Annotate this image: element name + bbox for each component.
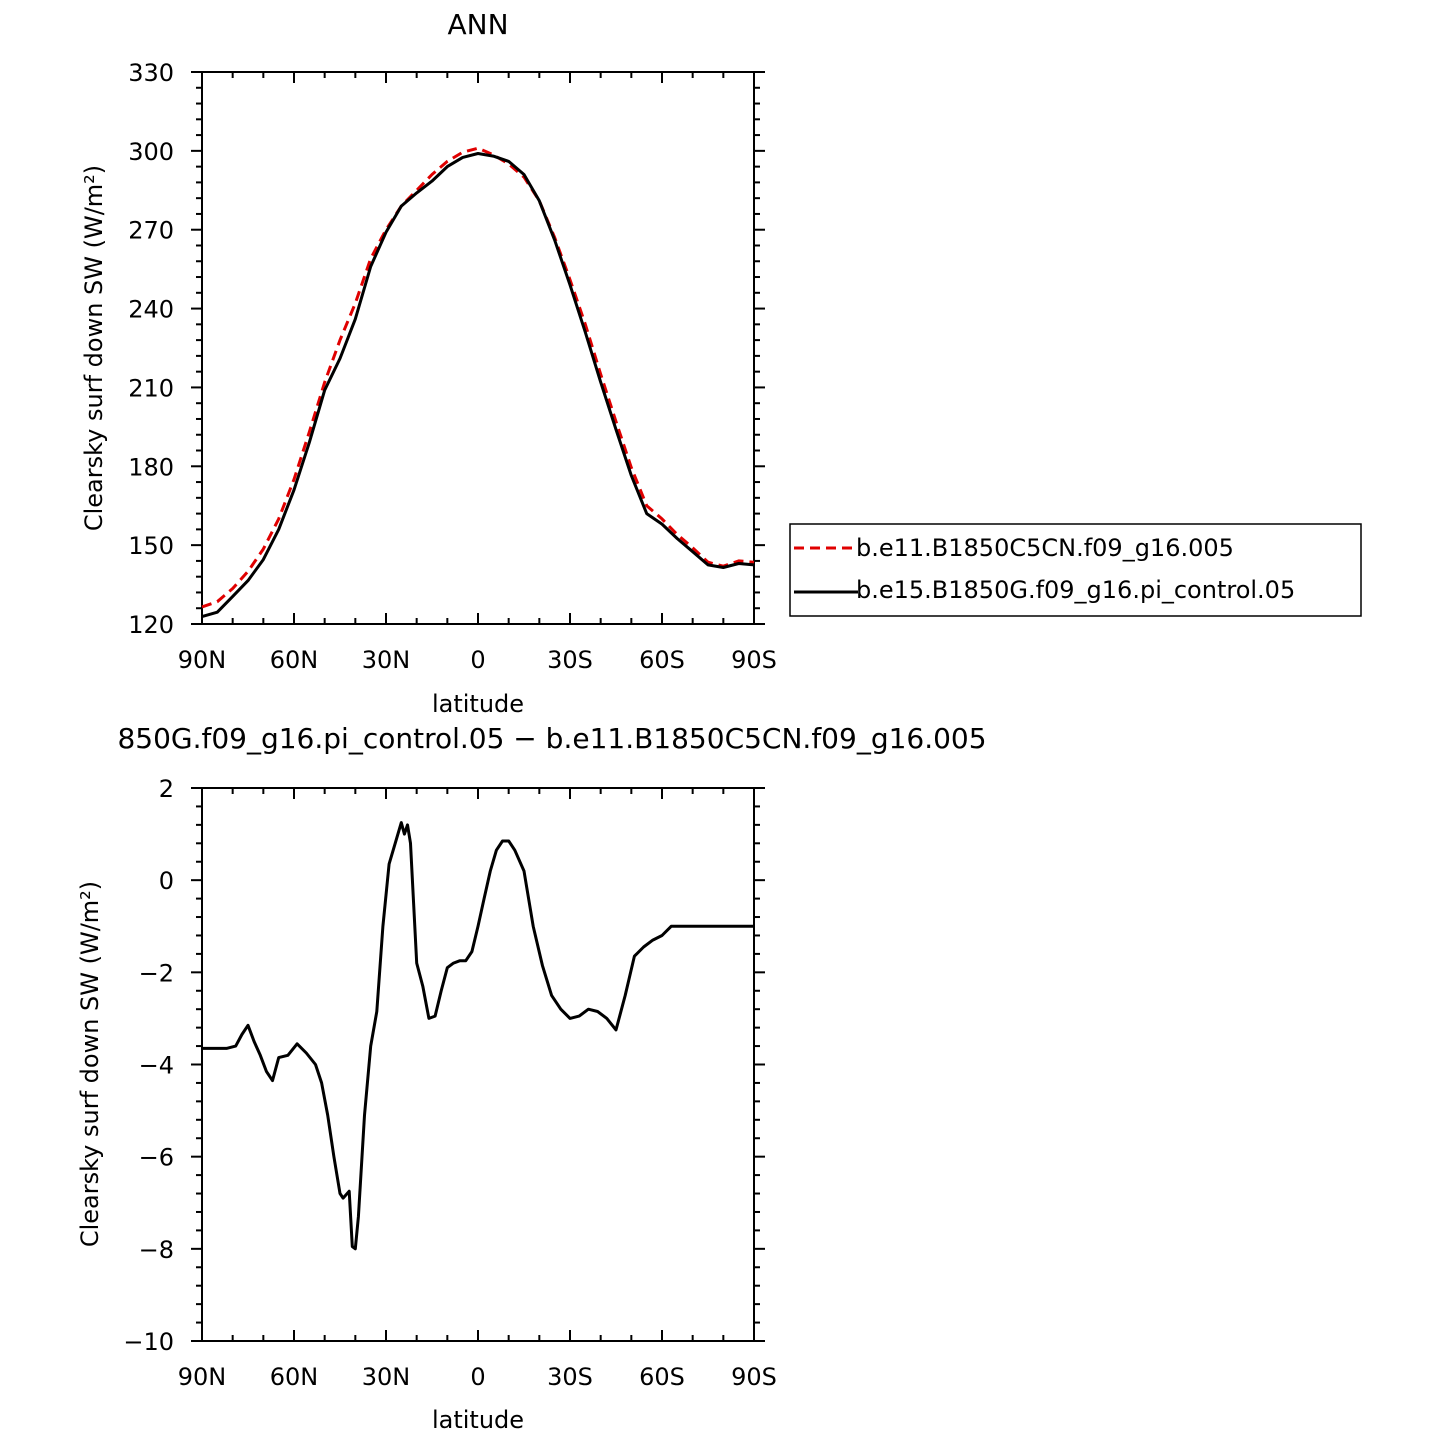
top-panel: ANN 90N 60N 30N 0 30S 60S 90S 120 150 180 210 240 27… [80, 8, 777, 718]
legend-label-series-2: b.e15.B1850G.f09_g16.pi_control.05 [856, 576, 1295, 604]
y-tick-label: 0 [159, 867, 174, 895]
y-tick-label: 180 [128, 453, 174, 481]
x-tick-label: 90S [731, 646, 777, 674]
x-tick-label: 0 [470, 646, 485, 674]
top-series-lines [201, 146, 755, 619]
y-tick-label: −2 [139, 959, 174, 987]
bottom-axis-ticks: 90N 60N 30N 0 30S 60S 90S −10 −8 −6 −4 −2 0 2 [123, 775, 777, 1391]
y-tick-label: −6 [139, 1144, 174, 1172]
y-tick-label: 270 [128, 217, 174, 245]
x-tick-label: 90S [731, 1363, 777, 1391]
x-tick-label: 30S [547, 1363, 593, 1391]
bottom-panel: 850G.f09_g16.pi_control.05 − b.e11.B1850… [76, 722, 987, 1434]
legend-box [789, 523, 1362, 617]
y-tick-label: −10 [123, 1328, 174, 1356]
series-line-1 [201, 146, 755, 609]
y-tick-label: 300 [128, 138, 174, 166]
top-panel-title: ANN [447, 8, 508, 41]
top-y-axis-title: Clearsky surf down SW (W/m²) [80, 165, 108, 531]
series-line-2 [201, 152, 755, 619]
y-tick-label: −8 [139, 1236, 174, 1264]
y-tick-label: −4 [139, 1052, 174, 1080]
y-tick-label: 2 [159, 775, 174, 803]
bottom-series-lines [202, 821, 754, 1251]
series-line-1 [202, 821, 754, 1251]
x-tick-label: 90N [178, 646, 227, 674]
x-tick-label: 30N [362, 646, 411, 674]
y-tick-label: 120 [128, 611, 174, 639]
x-tick-label: 60N [270, 646, 319, 674]
legend-label-series-1: b.e11.B1850C5CN.f09_g16.005 [856, 534, 1234, 562]
y-tick-label: 210 [128, 374, 174, 402]
y-tick-label: 150 [128, 532, 174, 560]
x-tick-label: 60S [639, 646, 685, 674]
top-x-axis-title: latitude [432, 690, 524, 718]
bottom-panel-title: 850G.f09_g16.pi_control.05 − b.e11.B1850… [117, 722, 986, 755]
bottom-x-axis-title: latitude [432, 1406, 524, 1434]
top-axis-ticks: 90N 60N 30N 0 30S 60S 90S 120 150 180 210 240 270 300… [128, 59, 777, 674]
y-tick-label: 240 [128, 296, 174, 324]
x-tick-label: 30S [547, 646, 593, 674]
x-tick-label: 60S [639, 1363, 685, 1391]
legend: b.e11.B1850C5CN.f09_g16.005 b.e15.B1850G… [789, 523, 1362, 617]
bottom-plot-frame [201, 787, 755, 1342]
x-tick-label: 0 [470, 1363, 485, 1391]
bottom-y-axis-title: Clearsky surf down SW (W/m²) [76, 881, 104, 1247]
y-tick-label: 330 [128, 59, 174, 87]
x-tick-label: 90N [178, 1363, 227, 1391]
x-tick-label: 30N [362, 1363, 411, 1391]
x-tick-label: 60N [270, 1363, 319, 1391]
